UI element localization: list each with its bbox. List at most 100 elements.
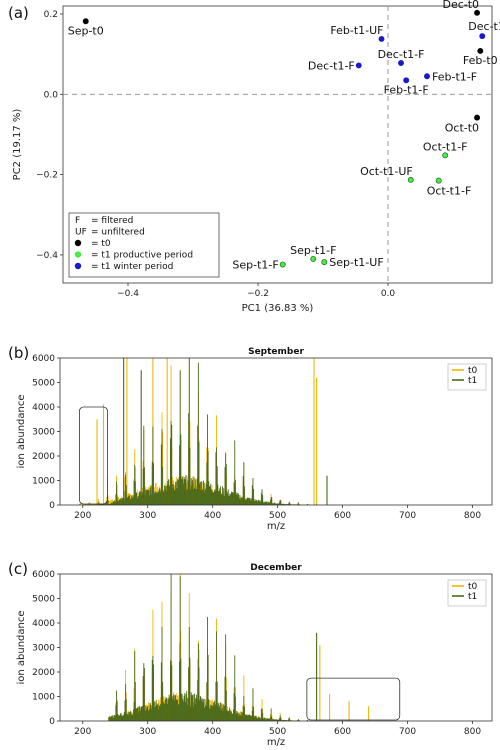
legend-text: = filtered bbox=[91, 216, 133, 226]
legend-key: F bbox=[75, 216, 80, 226]
panel-label-b: (b) bbox=[8, 344, 29, 362]
legend-marker bbox=[74, 239, 82, 247]
annotation-box bbox=[79, 406, 108, 505]
point-label: Feb-t1-F bbox=[432, 70, 477, 83]
point-label: Sep-t1-UF bbox=[329, 256, 383, 269]
x-tick-label: 0.0 bbox=[381, 289, 396, 299]
x-axis-label: m/z bbox=[267, 521, 285, 532]
legend-frame bbox=[447, 363, 487, 391]
point-label: Oct-t0 bbox=[445, 122, 479, 135]
chart-title: September bbox=[248, 347, 304, 357]
x-tick-label: 300 bbox=[139, 511, 156, 521]
data-point bbox=[355, 62, 362, 69]
point-label: Dec-t1-F bbox=[378, 48, 425, 61]
y-tick-label: 3000 bbox=[32, 644, 55, 654]
legend-key: UF bbox=[75, 228, 87, 238]
panel-label-c: (c) bbox=[8, 560, 28, 578]
y-tick-label: 2000 bbox=[32, 668, 55, 678]
legend-text: = t1 productive period bbox=[91, 251, 193, 261]
plot-frame bbox=[59, 573, 493, 722]
x-tick-label: 200 bbox=[74, 727, 91, 737]
data-point bbox=[321, 259, 328, 266]
data-point bbox=[424, 73, 430, 80]
data-point bbox=[474, 9, 480, 16]
x-tick-label: 800 bbox=[464, 727, 481, 737]
spectrum-bars bbox=[79, 358, 328, 505]
annotation-box bbox=[306, 677, 401, 721]
point-label: Feb-t1-UF bbox=[330, 24, 383, 37]
point-label: Oct-t1-F bbox=[423, 140, 468, 153]
legend-entry: t0 bbox=[468, 582, 478, 592]
plot-frame bbox=[62, 5, 493, 284]
y-tick-label: 4000 bbox=[32, 403, 55, 413]
point-label: Sep-t1-F bbox=[290, 244, 336, 257]
y-tick-label: 1000 bbox=[32, 477, 55, 487]
x-tick-label: 200 bbox=[74, 511, 91, 521]
point-label: Sep-t1-F bbox=[232, 259, 278, 272]
point-label: Dec-t1-F bbox=[308, 59, 355, 72]
x-tick-label: 600 bbox=[334, 511, 351, 521]
data-point bbox=[479, 33, 486, 40]
x-tick-label: 700 bbox=[399, 727, 416, 737]
legend-text: = unfiltered bbox=[91, 228, 145, 238]
x-tick-label: 400 bbox=[204, 511, 221, 521]
september-spectrum: September 200 300 400 500 600 700 800 0 1000 2000… bbox=[16, 347, 493, 532]
y-axis-label: ion abundance bbox=[16, 394, 27, 468]
x-axis-label: PC1 (36.83 %) bbox=[242, 303, 314, 314]
data-point bbox=[403, 77, 410, 84]
data-point bbox=[442, 152, 449, 159]
point-label: Feb-t1-F bbox=[384, 83, 429, 96]
panel-label-a: (a) bbox=[8, 4, 29, 22]
point-label: Oct-t1-UF bbox=[360, 165, 413, 178]
data-point bbox=[477, 48, 484, 54]
x-tick-label: −0.4 bbox=[117, 289, 139, 299]
legend-entry: t1 bbox=[468, 376, 477, 386]
x-tick-label: 400 bbox=[204, 727, 221, 737]
reference-lines bbox=[63, 6, 492, 283]
y-tick-label: −0.2 bbox=[36, 171, 58, 181]
x-tick-label: 600 bbox=[334, 727, 351, 737]
y-tick-label: 1000 bbox=[32, 693, 55, 703]
x-tick-label: 700 bbox=[399, 511, 416, 521]
x-tick-label: 800 bbox=[464, 511, 481, 521]
y-axis-label: PC2 (19.17 %) bbox=[12, 109, 23, 181]
data-point bbox=[407, 176, 414, 183]
y-tick-label: 0.0 bbox=[44, 90, 59, 100]
x-tick-label: −0.2 bbox=[247, 289, 269, 299]
data-points: Sep-t0 Dec-t0 Feb-t0 Oct-t0 Dec-t1-UF Feb-t1-… bbox=[68, 0, 500, 272]
point-label: Oct-t1-F bbox=[427, 185, 472, 198]
spectrum-bars bbox=[108, 574, 370, 721]
point-label: Feb-t0 bbox=[463, 54, 498, 67]
legend-entry: t0 bbox=[468, 366, 478, 376]
y-tick-label: 6000 bbox=[32, 354, 55, 364]
y-tick-label: 0 bbox=[49, 717, 55, 727]
x-tick-label: 500 bbox=[269, 511, 286, 521]
pca-scatter-plot: −0.4 −0.2 0.0 −0.4 −0.2 0.0 0.2 Sep-t0 Dec-t0 Fe… bbox=[12, 0, 500, 314]
legend-frame bbox=[447, 579, 487, 607]
data-point bbox=[398, 60, 404, 66]
y-axis-label: ion abundance bbox=[16, 610, 27, 684]
legend-frame bbox=[68, 212, 220, 278]
data-point bbox=[474, 114, 480, 121]
y-tick-label: 5000 bbox=[32, 595, 55, 605]
point-label: Sep-t0 bbox=[68, 24, 104, 37]
y-tick-label: 0 bbox=[49, 501, 55, 511]
y-tick-label: 4000 bbox=[32, 619, 55, 629]
legend-text: = t0 bbox=[91, 239, 111, 249]
y-tick-label: 6000 bbox=[32, 570, 55, 580]
legend-text: = t1 winter period bbox=[91, 262, 173, 272]
axis-ticks: 200 300 400 500 600 700 800 0 1000 2000 3000 4000 50… bbox=[32, 570, 481, 737]
data-point bbox=[310, 255, 317, 262]
x-tick-label: 500 bbox=[269, 727, 286, 737]
data-point bbox=[435, 177, 442, 184]
axis-ticks: 200 300 400 500 600 700 800 0 1000 2000 3000 4000 50… bbox=[32, 354, 481, 521]
y-tick-label: 3000 bbox=[32, 428, 55, 438]
data-point bbox=[378, 35, 385, 42]
y-tick-label: 5000 bbox=[32, 379, 55, 389]
data-point bbox=[82, 18, 89, 25]
y-tick-label: 0.2 bbox=[44, 10, 58, 20]
x-tick-label: 300 bbox=[139, 727, 156, 737]
